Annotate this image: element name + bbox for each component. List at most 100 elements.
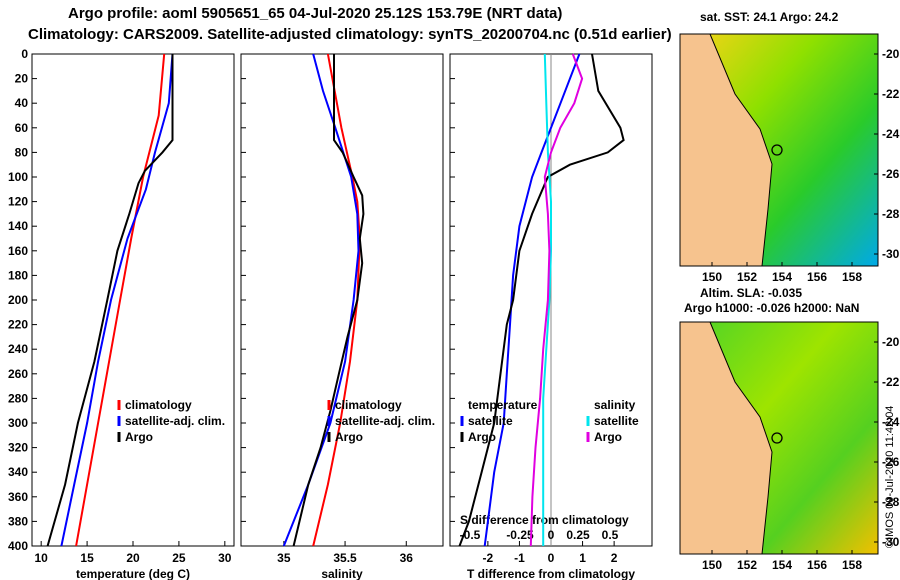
y-tick-label: 180: [8, 268, 28, 282]
map-lon-label: 154: [772, 558, 792, 572]
series-line-argo: [292, 54, 365, 547]
profile-panel-2: 35 35.5 36 salinity: [240, 53, 444, 580]
legend-difference: temperature salinity satellite Argo satellit…: [460, 398, 639, 444]
argo-location-marker: [771, 432, 783, 444]
y-tick-label: 380: [8, 514, 28, 528]
sla-map-title: Altim. SLA: -0.035: [700, 286, 803, 300]
map-frame: [679, 33, 879, 267]
x-tick-label: -1: [514, 551, 525, 565]
series-line-temperature-argo: [458, 53, 625, 547]
y-tick-label: 60: [15, 121, 29, 135]
sst-map-title: sat. SST: 24.1 Argo: 24.2: [700, 10, 839, 24]
x-tick-label: 0: [548, 551, 555, 565]
argo-location-marker: [771, 144, 783, 156]
top-x-axis-label: S difference from climatology: [460, 513, 629, 527]
y-tick-label: 240: [8, 342, 28, 356]
series-line-satellite-adj-clim-: [60, 53, 174, 547]
y-tick-label: 340: [8, 465, 28, 479]
series-line-salinity-satellite: [542, 53, 552, 546]
top-x-tick-label: 0.25: [566, 528, 590, 542]
profile-panel-1: 0 20 40 60 80 100 120 140 160 180 200 220 240 260 280 3…: [8, 47, 235, 580]
map-lat-label: -22: [882, 87, 900, 101]
y-tick-label: 20: [15, 72, 29, 86]
y-tick-label: 320: [8, 441, 28, 455]
y-tick-label: 100: [8, 170, 28, 184]
x-tick-label: 35: [277, 551, 291, 565]
sla-map: -20 -22 -24 -26 -28 -30 150 152 154 156 158: [679, 321, 900, 572]
map-lat-label: -28: [882, 207, 900, 221]
y-tick-label: 160: [8, 244, 28, 258]
y-tick-label: 280: [8, 391, 28, 405]
x-tick-label: 2: [611, 551, 618, 565]
series-line-climatology: [312, 53, 361, 547]
panel-frame: [31, 53, 235, 547]
series-line-salinity-argo: [529, 53, 584, 547]
map-lat-label: -28: [882, 495, 900, 509]
legend-temp-satellite: satellite: [468, 414, 513, 428]
y-tick-label: 400: [8, 539, 28, 553]
x-axis-label: salinity: [321, 567, 363, 580]
legend-temperature: climatology satellite-adj. clim. Argo: [117, 398, 225, 444]
y-tick-label: 40: [15, 96, 29, 110]
y-tick-label: 360: [8, 490, 28, 504]
legend-heading-salinity: salinity: [594, 398, 636, 412]
series-line-climatology: [75, 53, 166, 547]
map-frame: [679, 321, 879, 555]
map-lon-label: 158: [842, 270, 862, 284]
x-axis-label: temperature (deg C): [76, 567, 190, 580]
x-tick-label: 30: [218, 551, 232, 565]
legend-climatology: climatology: [335, 398, 402, 412]
map-lat-label: -26: [882, 455, 900, 469]
series-line-temperature-satellite: [483, 53, 581, 547]
map-lat-label: -20: [882, 335, 900, 349]
y-tick-label: 140: [8, 219, 28, 233]
legend-temp-argo: Argo: [468, 430, 496, 444]
y-tick-label: 200: [8, 293, 28, 307]
legend-satellite-adj: satellite-adj. clim.: [335, 414, 435, 428]
h-map-title: Argo h1000: -0.026 h2000: NaN: [684, 301, 860, 315]
map-lat-label: -30: [882, 247, 900, 261]
map-lat-label: -20: [882, 47, 900, 61]
legend-sal-satellite: satellite: [594, 414, 639, 428]
map-lon-label: 154: [772, 270, 792, 284]
plot-title-line2: Climatology: CARS2009. Satellite-adjuste…: [28, 26, 672, 43]
sst-map: -20 -22 -24 -26 -28 -30 150 152 154 156 158: [679, 33, 900, 284]
y-tick-label: 120: [8, 195, 28, 209]
map-lat-label: -26: [882, 167, 900, 181]
map-lat-label: -24: [882, 415, 900, 429]
x-tick-label: 25: [172, 551, 186, 565]
x-axis-label: T difference from climatology: [467, 567, 635, 580]
top-x-tick-label: 0.5: [602, 528, 619, 542]
legend-salinity-panel: climatology satellite-adj. clim. Argo: [327, 398, 435, 444]
map-lat-label: -22: [882, 375, 900, 389]
map-lon-label: 158: [842, 558, 862, 572]
y-tick-label: 220: [8, 318, 28, 332]
legend-argo: Argo: [125, 430, 153, 444]
x-tick-label: 15: [80, 551, 94, 565]
legend-satellite-adj: satellite-adj. clim.: [125, 414, 225, 428]
legend-climatology: climatology: [125, 398, 192, 412]
x-tick-label: 36: [400, 551, 414, 565]
x-tick-label: 1: [579, 551, 586, 565]
y-tick-label: 260: [8, 367, 28, 381]
series-line-argo: [46, 54, 174, 547]
plot-title-line1: Argo profile: aoml 5905651_65 04-Jul-202…: [68, 5, 563, 22]
x-tick-label: -2: [483, 551, 494, 565]
map-lat-label: -24: [882, 127, 900, 141]
map-lon-label: 156: [807, 270, 827, 284]
y-tick-label: 0: [21, 47, 28, 61]
legend-sal-argo: Argo: [594, 430, 622, 444]
map-lon-label: 152: [737, 558, 757, 572]
map-lon-label: 150: [702, 558, 722, 572]
x-tick-label: 20: [126, 551, 140, 565]
x-tick-label: 10: [35, 551, 49, 565]
legend-heading-temperature: temperature: [468, 398, 538, 412]
map-lat-label: -30: [882, 535, 900, 549]
series-line-satellite-adj-clim-: [282, 53, 360, 547]
top-x-tick-label: 0: [548, 528, 555, 542]
x-tick-label: 35.5: [333, 551, 357, 565]
map-lon-label: 152: [737, 270, 757, 284]
map-lon-label: 150: [702, 270, 722, 284]
map-lon-label: 156: [807, 558, 827, 572]
